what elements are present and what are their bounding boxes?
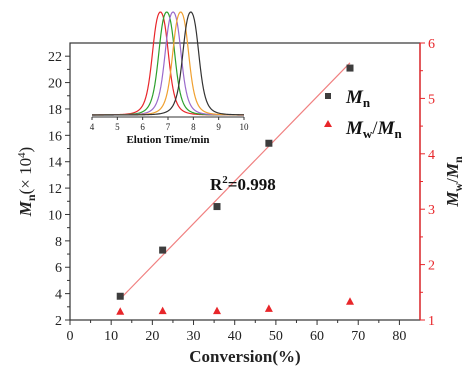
y-right-tick-label-1: 2 xyxy=(428,259,435,274)
y-left-tick-label-6: 14 xyxy=(48,156,62,171)
y-left-axis-title: Mn(× 104) xyxy=(16,147,38,217)
y-left-tick-label-0: 2 xyxy=(55,314,62,329)
mn-point-0 xyxy=(116,292,124,300)
y-left-tick-label-10: 22 xyxy=(48,50,62,65)
mn-point-1 xyxy=(159,246,167,254)
y-left-tick-label-8: 18 xyxy=(48,103,62,118)
inset-tick-label-3: 7 xyxy=(166,122,171,132)
mn-point-3 xyxy=(265,139,273,147)
y-left-tick-label-2: 6 xyxy=(55,261,62,276)
x-axis: 0 10 20 30 40 50 60 70 80 xyxy=(67,320,406,344)
r-squared-annotation: R2=0.998 xyxy=(210,174,276,194)
inset-x-ticks: 4 5 6 7 8 9 10 xyxy=(90,117,249,132)
fit-line xyxy=(119,62,351,300)
inset-tick-label-6: 10 xyxy=(240,122,250,132)
y-left-title-m: M xyxy=(16,200,35,217)
r2-exp: 2 xyxy=(222,174,228,186)
y-right-tick-label-0: 1 xyxy=(428,314,435,329)
y-right-title-slash: / xyxy=(443,178,462,183)
pdi-point-4 xyxy=(346,297,354,305)
pdi-point-3 xyxy=(264,304,273,312)
legend-mn-sub: n xyxy=(363,95,371,110)
legend-pdi-slash: / xyxy=(372,118,378,139)
legend-pdi-n: n xyxy=(394,126,402,141)
y-right-axis-title: Mw/Mn xyxy=(443,156,462,208)
r2-r: R xyxy=(210,175,223,194)
legend: Mn Mw/Mn xyxy=(324,87,402,141)
y-right-axis: 1 2 3 4 5 6 xyxy=(419,37,435,329)
inset-tick-label-2: 6 xyxy=(140,122,145,132)
inset-tick-label-1: 5 xyxy=(115,122,120,132)
y-right-tick-label-2: 3 xyxy=(428,203,435,218)
inset-curve-2 xyxy=(92,11,244,116)
x-tick-label-6: 60 xyxy=(310,329,324,344)
pdi-point-0 xyxy=(116,307,125,315)
inset-curves xyxy=(92,11,245,116)
legend-pdi-mn: M xyxy=(377,118,396,139)
y-right-tick-label-3: 4 xyxy=(428,148,435,163)
x-tick-label-4: 40 xyxy=(228,329,242,344)
y-left-tick-label-9: 20 xyxy=(48,77,62,92)
mn-point-2 xyxy=(213,203,221,211)
inset-gpc-chart: 4 5 6 7 8 9 10 Elution Time/min xyxy=(90,11,249,146)
y-left-title-unit-exp: 4 xyxy=(16,152,28,158)
inset-tick-label-4: 8 xyxy=(191,122,196,132)
x-axis-title: Conversion(%) xyxy=(189,347,300,366)
mn-point-4 xyxy=(346,64,354,72)
legend-pdi-label: Mw/Mn xyxy=(345,118,402,141)
legend-pdi-mw: M xyxy=(345,118,364,139)
legend-mn-m: M xyxy=(345,87,364,108)
y-left-tick-label-5: 12 xyxy=(48,182,62,197)
legend-pdi-marker xyxy=(324,120,332,127)
x-tick-label-3: 30 xyxy=(187,329,201,344)
y-left-tick-label-3: 8 xyxy=(55,235,62,250)
y-left-tick-label-7: 16 xyxy=(48,129,62,144)
inset-tick-label-5: 9 xyxy=(216,122,221,132)
y-right-tick-label-5: 6 xyxy=(428,37,435,52)
inset-x-axis-title: Elution Time/min xyxy=(126,134,209,146)
inset-curve-4 xyxy=(92,11,245,116)
x-tick-label-7: 70 xyxy=(351,329,365,344)
fit-line-layer xyxy=(119,62,351,300)
y-left-title-unit-post: ) xyxy=(16,147,35,153)
x-tick-label-1: 10 xyxy=(104,329,118,344)
inset-tick-label-0: 4 xyxy=(90,122,95,132)
y-right-title-mw: M xyxy=(443,191,462,208)
x-tick-label-0: 0 xyxy=(67,329,74,344)
legend-pdi-w: w xyxy=(363,126,373,141)
y-left-title-sub: n xyxy=(24,194,38,201)
x-tick-label-5: 50 xyxy=(269,329,283,344)
y-right-tick-label-4: 5 xyxy=(428,92,435,107)
pdi-point-2 xyxy=(213,306,221,315)
y-left-title-unit-pre: (× 10 xyxy=(16,158,35,195)
y-right-title-mn: M xyxy=(443,162,462,179)
x-tick-label-8: 80 xyxy=(392,329,406,344)
y-right-title-w: w xyxy=(451,183,462,192)
x-tick-label-2: 20 xyxy=(145,329,159,344)
r2-value: =0.998 xyxy=(228,175,276,194)
legend-mn-label: Mn xyxy=(345,87,371,110)
y-left-tick-label-1: 4 xyxy=(55,288,62,303)
pdi-point-1 xyxy=(158,306,167,315)
legend-mn-marker xyxy=(325,93,331,99)
y-right-title-n: n xyxy=(451,156,462,163)
points-layer xyxy=(116,64,354,315)
y-left-tick-label-4: 10 xyxy=(48,208,62,223)
y-left-axis: 2 4 6 8 10 12 14 16 18 20 22 xyxy=(48,50,70,329)
